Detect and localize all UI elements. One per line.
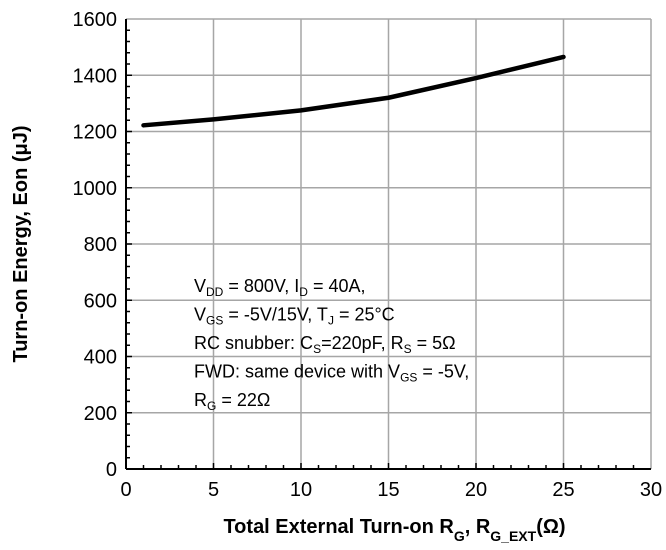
x-axis-title-unit: (Ω) [536, 516, 565, 538]
annotation-text: = 800V, I [223, 276, 299, 296]
annotation-text: R [194, 390, 207, 410]
annotation-subscript: S [404, 342, 412, 356]
annotation-text: = 40A, [308, 276, 366, 296]
annotation-text: V [194, 305, 206, 325]
annotation-text: = -5V/15V, T [223, 305, 328, 325]
annotation-line-4: FWD: same device with VGS = -5V, [194, 362, 469, 385]
annotation-subscript: J [328, 314, 334, 328]
x-tick-label: 20 [465, 479, 487, 501]
y-tick-label: 1200 [73, 122, 118, 144]
x-axis-title-sub2: G_EXT [490, 528, 536, 544]
annotation-subscript: S [313, 342, 321, 356]
x-tick-label: 30 [640, 479, 662, 501]
annotation-line-1: VDD = 800V, ID = 40A, [194, 276, 365, 299]
y-tick-label: 0 [106, 459, 117, 481]
annotation-text: = 22Ω [216, 390, 270, 410]
x-axis-title-main: Total External Turn-on R [223, 516, 454, 538]
annotation-text: FWD: same device with V [194, 362, 400, 382]
y-tick-label: 400 [84, 347, 117, 369]
x-tick-label: 15 [377, 479, 399, 501]
y-tick-label: 200 [84, 403, 117, 425]
x-axis-title: Total External Turn-on RG, RG_EXT(Ω) [223, 516, 565, 544]
axes [125, 19, 651, 470]
annotation-line-5: RG = 22Ω [194, 390, 270, 413]
x-tick-label: 25 [552, 479, 574, 501]
annotation-subscript: GS [400, 371, 417, 385]
annotation-line-2: VGS = -5V/15V, TJ = 25°C [194, 305, 395, 328]
annotation-text: V [194, 276, 206, 296]
y-axis-title: Turn-on Energy, Eon (μJ) [10, 125, 32, 362]
grid [126, 18, 652, 469]
tick-labels: 0 5 10 15 20 25 30 0 200 400 600 800 1000 1200 1400 160… [73, 9, 663, 501]
series-line-0 [141, 54, 566, 128]
x-tick-label: 10 [290, 479, 312, 501]
series-layer [141, 54, 566, 128]
annotation-text: RC snubber: C [194, 333, 313, 353]
annotation-line-3: RC snubber: CS=220pF, RS = 5Ω [194, 333, 456, 356]
annotation-text: =220pF, R [321, 333, 404, 353]
x-axis-title-sub1: G [454, 528, 465, 544]
annotation-subscript: DD [206, 285, 224, 299]
annotation-text: = -5V, [417, 362, 469, 382]
annotation-subscript: G [207, 399, 216, 413]
annotation-block: VDD = 800V, ID = 40A,VGS = -5V/15V, TJ =… [194, 276, 469, 413]
axis-titles: Turn-on Energy, Eon (μJ) Total External T… [10, 125, 566, 544]
y-tick-label: 1400 [73, 65, 118, 87]
y-tick-label: 800 [84, 234, 117, 256]
y-tick-label: 1600 [73, 9, 118, 31]
x-axis-title-sep: , R [465, 516, 491, 538]
annotation-subscript: D [299, 285, 308, 299]
x-tick-label: 5 [208, 479, 219, 501]
x-tick-label: 0 [120, 479, 131, 501]
annotation-subscript: GS [206, 314, 223, 328]
y-tick-label: 1000 [73, 178, 118, 200]
annotation-text: = 25°C [334, 305, 395, 325]
annotation-text: = 5Ω [412, 333, 456, 353]
y-tick-label: 600 [84, 290, 117, 312]
